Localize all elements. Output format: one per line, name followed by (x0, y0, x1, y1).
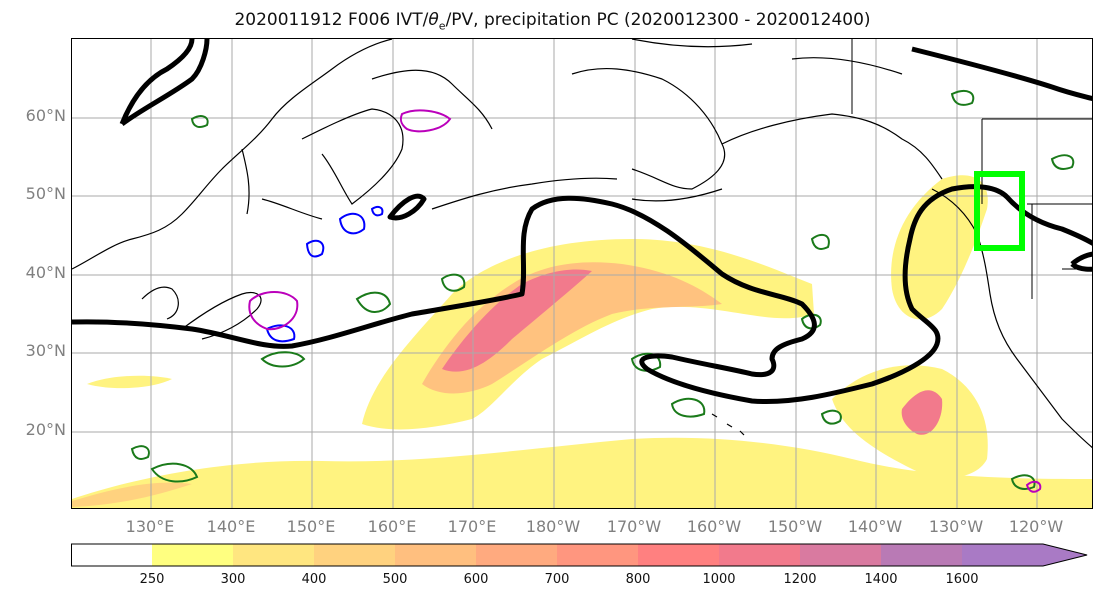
hawaii-islands (711, 413, 745, 436)
sakhalin-kuril-coast (241, 148, 323, 220)
colorbar-bar (71, 543, 1088, 567)
colorbar-tick-label: 400 (301, 572, 327, 587)
precip-hawaii-core (901, 390, 943, 435)
warm-contours (248, 109, 1042, 493)
colorbar-segment (719, 544, 800, 566)
chukotka-coast (371, 69, 493, 130)
political-borders (851, 39, 1092, 299)
lon-label-160w: 160°W (686, 517, 742, 536)
lon-label-140e: 140°E (206, 517, 256, 536)
north-america-coast (931, 188, 1092, 449)
alaska-coast (571, 67, 943, 202)
lon-label-120w: 120°W (1008, 517, 1064, 536)
colorbar-segment (962, 544, 1088, 566)
precip-northeast (891, 175, 988, 320)
lat-label-40n: 40°N (25, 263, 66, 282)
map-title: 2020011912 F006 IVT/θe/PV, precipitation… (0, 10, 1105, 32)
ivt-contour (72, 39, 1092, 404)
lon-label-130e: 130°E (125, 517, 175, 536)
target-region-box (974, 171, 1025, 251)
colorbar-segment (476, 544, 557, 566)
arctic-islands (631, 39, 903, 75)
colorbar-segment (152, 544, 233, 566)
lon-label-160e: 160°E (367, 517, 417, 536)
colorbar-tick-label: 800 (625, 572, 651, 587)
colorbar-tick-label: 1000 (702, 572, 736, 587)
colorbar-tick-label: 1600 (945, 572, 979, 587)
precip-southwest (72, 437, 1092, 508)
colorbar-segment (800, 544, 881, 566)
colorbar-tick-label: 1200 (783, 572, 817, 587)
graticule (72, 39, 1092, 508)
colorbar-tick-label: 500 (382, 572, 408, 587)
map-panel (71, 38, 1093, 509)
lon-label-170e: 170°E (447, 517, 497, 536)
colorbar-tick-label: 1400 (864, 572, 898, 587)
kamchatka-coast (301, 108, 404, 205)
colorbar-tick-label: 600 (463, 572, 489, 587)
precip-southwest-core (72, 482, 192, 507)
coastlines (72, 39, 1092, 449)
colorbar-segment (233, 544, 314, 566)
colorbar-tick-label: 700 (544, 572, 570, 587)
ivt-northwest (119, 39, 210, 127)
colorbar-segment (557, 544, 638, 566)
colorbar-segment (314, 544, 395, 566)
asia-coast (72, 39, 393, 270)
lon-label-130w: 130°W (928, 517, 984, 536)
colorbar-tick-label: 300 (220, 572, 246, 587)
colorbar-segment (881, 544, 962, 566)
aleutian-chain (431, 177, 618, 210)
map-canvas (72, 39, 1092, 508)
ivt-loop-center (387, 193, 427, 221)
theta-symbol: θ (428, 10, 439, 30)
lat-label-50n: 50°N (25, 184, 66, 203)
lat-label-60n: 60°N (25, 106, 66, 125)
colorbar-segment (395, 544, 476, 566)
lat-label-30n: 30°N (25, 341, 66, 360)
colorbar-tick-label: 250 (139, 572, 165, 587)
title-suffix: /PV, precipitation PC (2020012300 - 2020… (445, 10, 871, 30)
lon-label-150w: 150°W (767, 517, 823, 536)
lon-label-150e: 150°E (286, 517, 336, 536)
lat-label-20n: 20°N (25, 420, 66, 439)
lon-label-140w: 140°W (847, 517, 903, 536)
colorbar-segment (71, 544, 152, 566)
precipitation-shading (72, 175, 1092, 508)
lon-label-170w: 170°W (606, 517, 662, 536)
precip-band-core (422, 262, 722, 394)
pv-contours (130, 90, 1075, 490)
theta-subscript: e (438, 19, 446, 33)
title-prefix: 2020011912 F006 IVT/ (234, 10, 429, 30)
colorbar-outline (71, 543, 1088, 567)
lon-label-180w: 180°W (525, 517, 581, 536)
precip-west (87, 375, 172, 389)
colorbar (71, 543, 1097, 571)
ivt-northeast (911, 46, 1092, 102)
colorbar-segment (638, 544, 719, 566)
cold-contours (265, 205, 384, 343)
